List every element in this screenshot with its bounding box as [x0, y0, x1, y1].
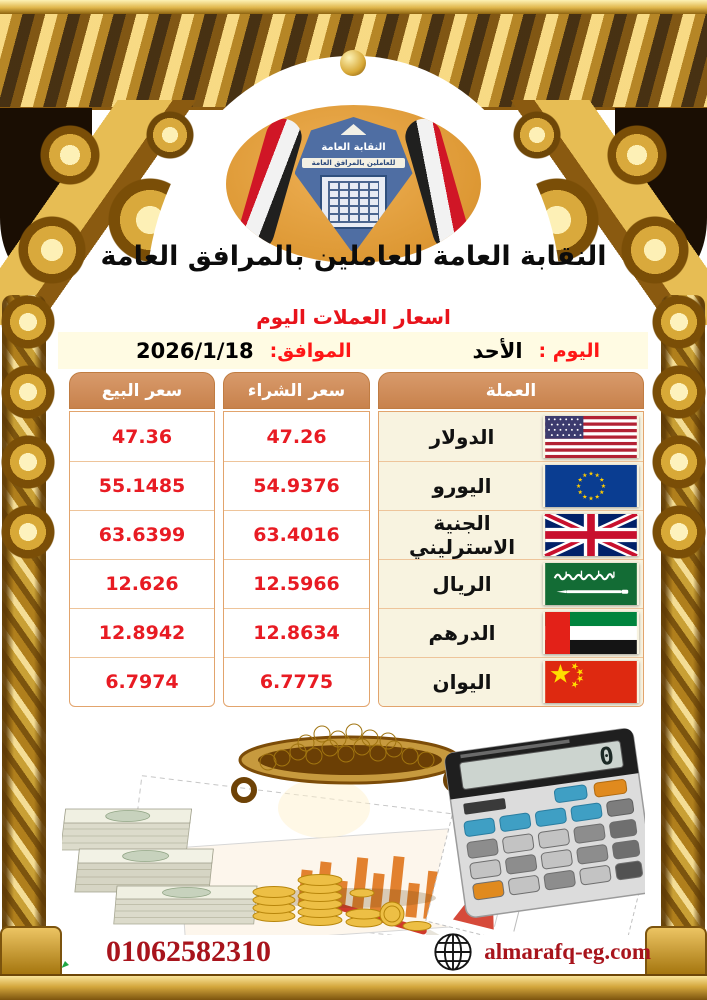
sell-price-column: سعر البيع 47.36 55.1485 63.6399 12.626 12.89… [69, 372, 215, 707]
website-url[interactable]: almarafq-eg.com [484, 939, 651, 964]
date-band: اليوم : الأحد الموافق: 2026/1/18 [58, 332, 648, 369]
uae-flag [545, 612, 637, 654]
currency-column-header: العملة [378, 372, 644, 409]
sell-price-3: 12.626 [70, 559, 214, 608]
organization-title: النقابة العامة للعاملين بالمرافق العامة [100, 241, 608, 272]
currency-cell-3: الريال [379, 559, 643, 608]
sell-column-header: سعر البيع [69, 372, 215, 409]
saudi-flag [545, 563, 637, 605]
buy-price-0: 47.26 [266, 425, 327, 448]
uk-flag [543, 514, 639, 556]
currency-name: اليورو [432, 474, 492, 498]
phone-group: 01062582310 [56, 932, 271, 972]
calculator: 0 [444, 728, 645, 918]
frame-curl-chain-right [651, 288, 707, 573]
buy-price-1: 54.9376 [224, 461, 369, 510]
day-value: الأحد [472, 338, 523, 363]
eu-flag [545, 465, 637, 507]
frame-curl-chain-left [0, 288, 56, 573]
day-label: اليوم : [538, 339, 600, 362]
footer: 01062582310 almarafq-eg.com [56, 930, 651, 974]
buy-price-2: 63.4016 [224, 510, 369, 559]
currency-name: الدرهم [428, 621, 496, 645]
currency-column: العملة الدولار اليورو [378, 372, 644, 707]
emblem-bottom-text: للعاملين بالمرافق العامة [301, 158, 406, 168]
sell-price-2: 63.6399 [70, 510, 214, 559]
date-group: الموافق: 2026/1/18 [136, 339, 352, 363]
page-subtitle: اسعار العملات اليوم [256, 305, 451, 329]
currency-name: الدولار [429, 424, 495, 449]
currency-name: الريال [432, 572, 492, 596]
date-value: 2026/1/18 [136, 338, 254, 363]
buy-price-4: 12.8634 [224, 608, 369, 657]
buy-column-header: سعر الشراء [223, 372, 370, 409]
sell-price-4: 12.8942 [70, 608, 214, 657]
money-stacks [62, 808, 258, 925]
currency-cell-0: الدولار [379, 412, 643, 461]
rates-table: العملة الدولار اليورو [63, 372, 644, 707]
globe-icon [434, 933, 472, 971]
frame-center-knob [340, 50, 366, 76]
china-flag [545, 661, 637, 703]
buy-price-5: 6.7775 [224, 657, 369, 706]
currency-name: الجنية الاسترليني [408, 511, 516, 559]
currency-cell-2: الجنية الاسترليني [379, 510, 643, 559]
frame-column-base-left [0, 926, 62, 976]
day-group: اليوم : الأحد [472, 339, 600, 363]
svg-text:0: 0 [598, 742, 616, 772]
frame-bottom-gold-bar [0, 974, 707, 1000]
currency-column-body: الدولار اليورو الجنية الاسترليني الريال … [378, 411, 644, 707]
us-flag [545, 415, 637, 458]
gold-coin-stacks [252, 874, 432, 931]
currency-cell-4: الدرهم [379, 608, 643, 657]
buy-price-3: 12.5966 [224, 559, 369, 608]
union-emblem: النقابة العامة للعاملين بالمرافق العامة [294, 117, 413, 251]
currency-name: اليوان [432, 670, 492, 694]
currency-cell-5: اليوان [379, 657, 643, 706]
whatsapp-icon[interactable] [56, 932, 96, 972]
buy-column-body: 47.26 54.9376 63.4016 12.5966 12.8634 6.7775 [223, 411, 370, 707]
date-label: الموافق: [269, 339, 352, 362]
sell-price-5: 6.7974 [70, 657, 214, 706]
emblem-roof [340, 124, 367, 135]
union-logo: النقابة العامة للعاملين بالمرافق العامة [226, 105, 481, 263]
emblem-top-text: النقابة العامة [321, 142, 386, 153]
frame-column-base-right [645, 926, 707, 976]
sell-price-1: 55.1485 [70, 461, 214, 510]
emblem-building [320, 175, 387, 229]
sell-price-0: 47.36 [111, 425, 173, 448]
frame-top-gold-bar [0, 0, 707, 14]
phone-number[interactable]: 01062582310 [106, 935, 271, 968]
buy-price-column: سعر الشراء 47.26 54.9376 63.4016 12.5966 12.… [223, 372, 370, 707]
currency-cell-1: اليورو [379, 461, 643, 510]
money-illustration: 0 [62, 723, 645, 935]
website-group: almarafq-eg.com [432, 931, 651, 973]
sell-column-body: 47.36 55.1485 63.6399 12.626 12.8942 6.7974 [69, 411, 215, 707]
